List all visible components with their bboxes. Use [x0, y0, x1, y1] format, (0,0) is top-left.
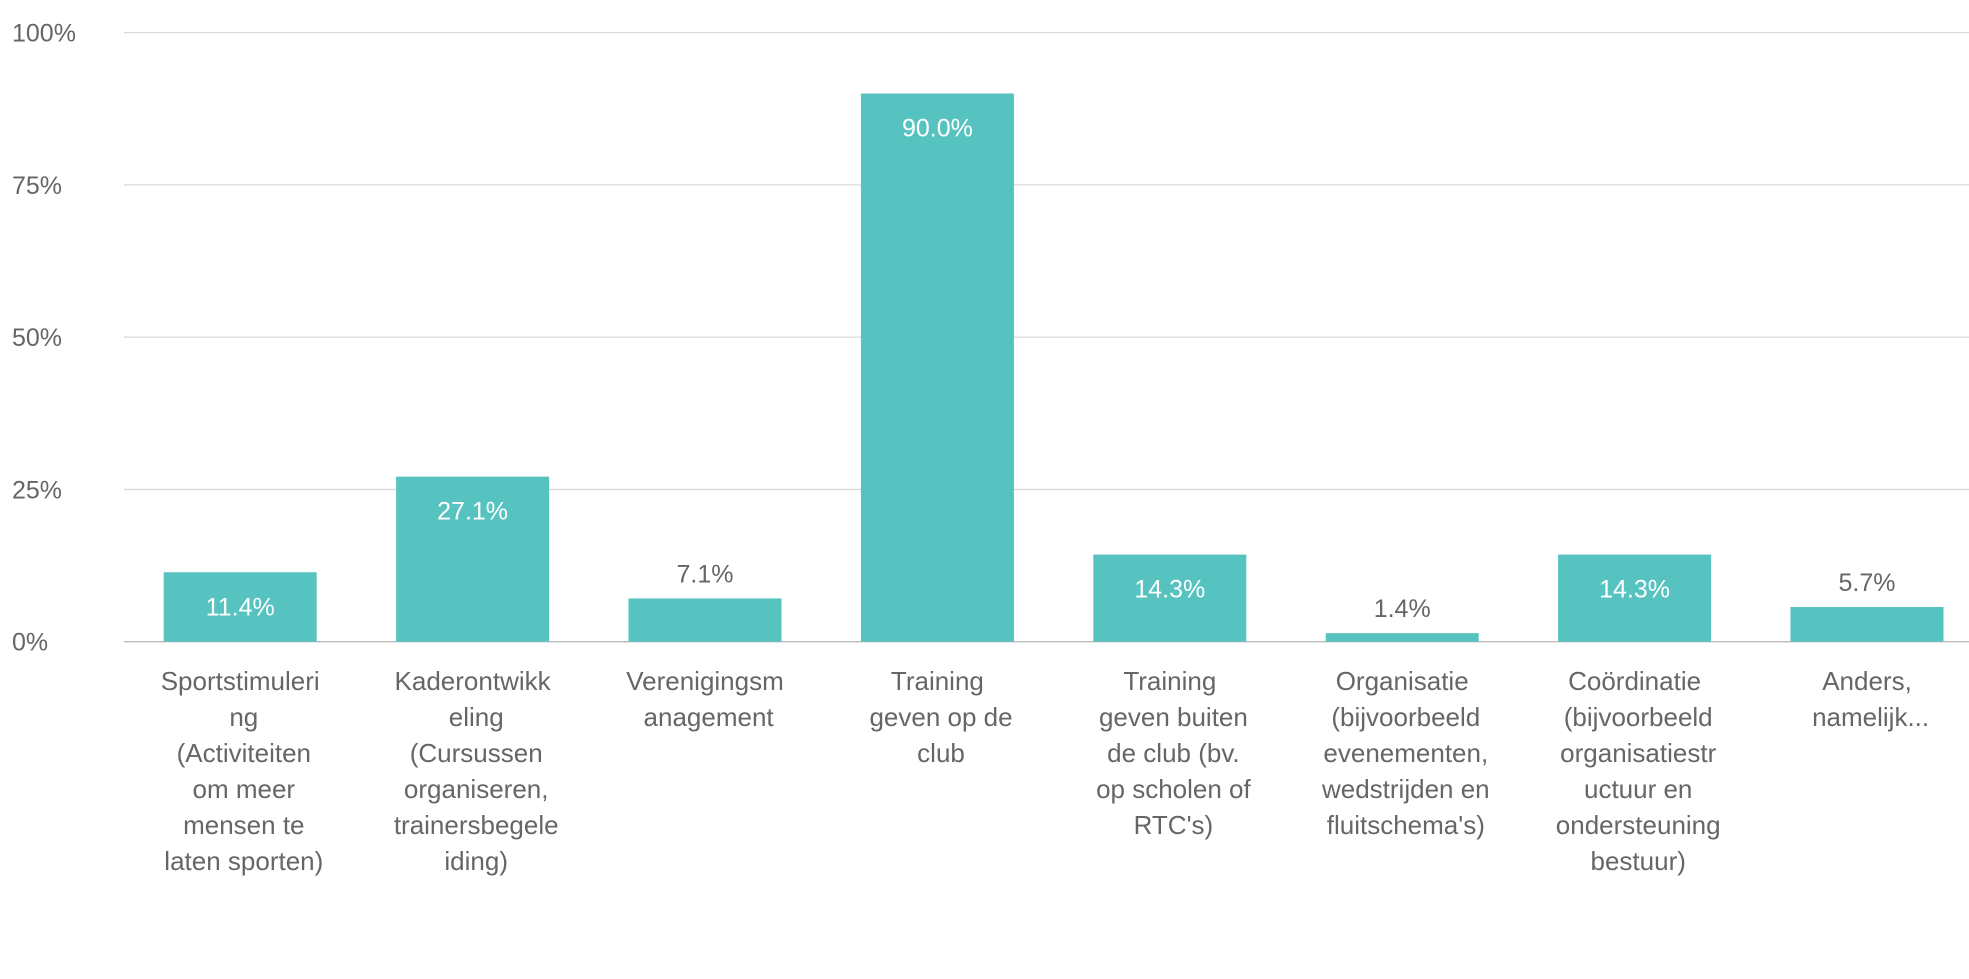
y-tick-label: 25% [12, 476, 62, 504]
data-label: 27.1% [437, 498, 508, 526]
x-tick-label: Anders, namelijk... [1805, 666, 1929, 732]
bar [1558, 554, 1712, 642]
data-label: 11.4% [206, 593, 275, 621]
x-tick-label: Coördinatie (bijvoorbeeld organisatiestr… [1549, 666, 1721, 876]
x-tick-label: Verenigingsm anagement [626, 666, 784, 732]
bar [1790, 606, 1944, 642]
y-tick-label: 100% [12, 20, 76, 48]
x-tick-label: Training geven buiten de club (bv. op sc… [1089, 666, 1252, 840]
data-label: 7.1% [677, 560, 734, 588]
bar [1093, 554, 1247, 642]
data-label: 14.3% [1599, 576, 1670, 604]
bar [1325, 633, 1479, 642]
data-label: 5.7% [1839, 569, 1896, 597]
data-label: 90.0% [902, 115, 973, 143]
x-tick-label: Training geven op de club [862, 666, 1012, 768]
y-tick-label: 0% [12, 629, 48, 657]
bar [860, 93, 1014, 642]
bar [163, 572, 317, 642]
x-tick-label: Kaderontwikk eling (Cursussen organisere… [387, 666, 559, 876]
x-tick-label: Organisatie (bijvoorbeeld evenementen, w… [1315, 666, 1490, 840]
x-tick-label: Sportstimuleri ng (Activiteiten om meer … [157, 666, 323, 876]
data-label: 14.3% [1134, 576, 1205, 604]
bar [628, 598, 782, 642]
bar [396, 476, 550, 642]
y-tick-label: 75% [12, 172, 62, 200]
data-label: 1.4% [1374, 595, 1431, 623]
y-tick-label: 50% [12, 324, 62, 352]
